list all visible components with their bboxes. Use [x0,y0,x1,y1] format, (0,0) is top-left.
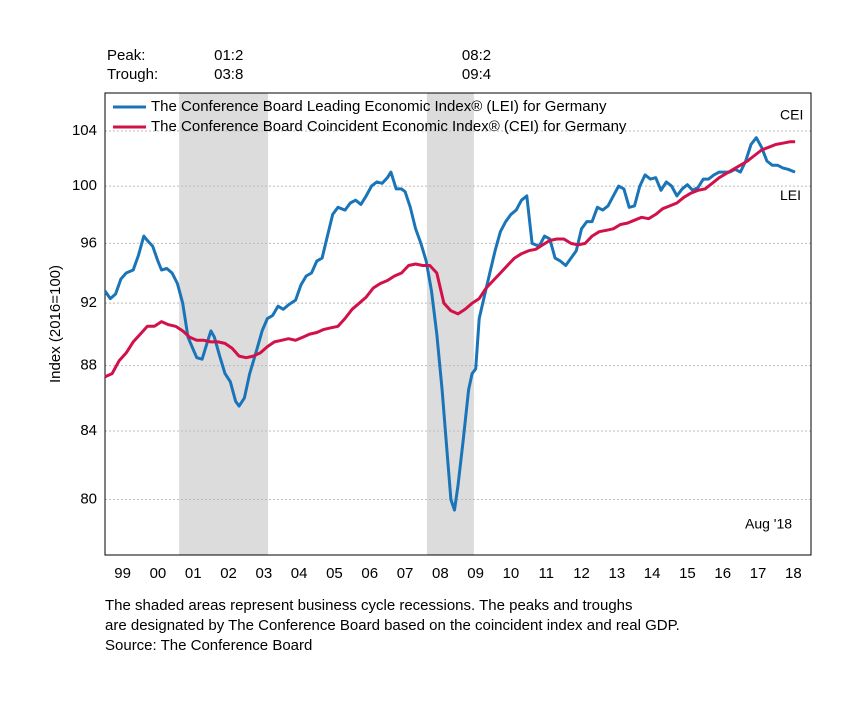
x-tick-label: 08 [432,565,449,582]
trough-date: 03:8 [214,66,243,83]
x-tick-label: 99 [114,565,131,582]
legend-label: The Conference Board Coincident Economic… [151,118,627,135]
x-tick-label: 13 [609,565,626,582]
x-tick-label: 14 [644,565,661,582]
y-tick-label: 88 [80,357,97,374]
x-tick-label: 05 [326,565,343,582]
x-tick-label: 09 [467,565,484,582]
peak-date: 08:2 [462,47,491,64]
x-tick-label: 07 [397,565,414,582]
footnote: Source: The Conference Board [105,637,312,654]
x-tick-label: 03 [256,565,273,582]
x-tick-label: 06 [361,565,378,582]
trough-date: 09:4 [462,66,491,83]
y-tick-label: 80 [80,490,97,507]
x-tick-label: 10 [503,565,520,582]
x-tick-label: 01 [185,565,202,582]
series-line [104,140,796,379]
x-tick-label: 02 [220,565,237,582]
legend-label: The Conference Board Leading Economic In… [151,98,607,115]
end-label: LEI [780,187,801,203]
plot-frame [104,92,812,556]
y-tick-label: 92 [80,294,97,311]
end-label: CEI [780,107,803,123]
y-tick-label: 104 [72,122,97,139]
y-tick-label: 96 [80,234,97,251]
x-tick-label: 17 [750,565,767,582]
x-tick-label: 16 [714,565,731,582]
x-tick-label: 00 [150,565,167,582]
peak-label: Peak: [107,47,145,64]
legend: The Conference Board Leading Economic In… [113,98,627,135]
x-tick-label: 11 [538,565,554,582]
y-axis-label: Index (2016=100) [47,265,64,383]
y-tick-label: 84 [80,422,97,439]
footnote: The shaded areas represent business cycl… [105,597,633,614]
recession-band [179,93,269,555]
x-tick-label: 15 [679,565,696,582]
x-tick-label: 12 [573,565,590,582]
y-tick-label: 100 [72,177,97,194]
x-tick-label: 18 [785,565,802,582]
series-line [103,136,796,512]
peak-date: 01:2 [214,47,243,64]
date-note: Aug '18 [745,516,792,532]
x-tick-label: 04 [291,565,308,582]
footnote: are designated by The Conference Board b… [105,617,680,634]
trough-label: Trough: [107,66,158,83]
